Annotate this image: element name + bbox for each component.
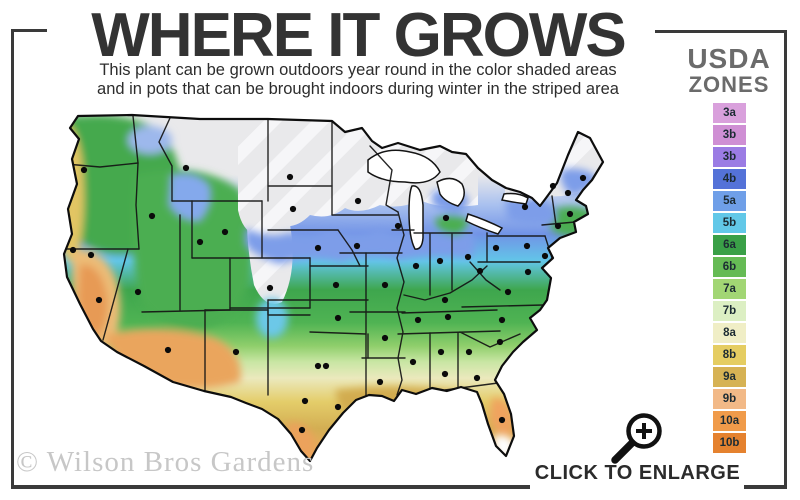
- subtitle-line-1: This plant can be grown outdoors year ro…: [99, 61, 617, 79]
- city-dot: [492, 244, 500, 252]
- city-dot: [381, 281, 389, 289]
- zone-swatch-10a: 10a: [713, 411, 746, 431]
- legend-title: USDA ZONES: [659, 44, 799, 96]
- city-dot: [164, 346, 172, 354]
- zone-swatch-3b: 3b: [713, 125, 746, 145]
- city-dot: [473, 374, 481, 382]
- city-dot: [579, 174, 587, 182]
- city-dot: [441, 296, 449, 304]
- city-dot: [436, 257, 444, 265]
- usda-zones-legend: 3a 3b 3b 4b 5a 5b 6a 6b 7a 7b 8a 8b 9a 9b 10a 10b: [713, 103, 746, 455]
- city-dot: [376, 378, 384, 386]
- city-dot: [69, 246, 77, 254]
- city-dot: [334, 403, 342, 411]
- city-dot: [232, 348, 240, 356]
- city-dot: [523, 242, 531, 250]
- city-dot: [182, 164, 190, 172]
- zone-swatch-3a: 3a: [713, 103, 746, 123]
- zone-swatch-8a: 8a: [713, 323, 746, 343]
- legend-title-usda: USDA: [687, 43, 771, 74]
- city-dot: [298, 426, 306, 434]
- city-dots-layer: [69, 164, 587, 434]
- city-dot: [353, 242, 361, 250]
- frame-top-left-dash: [11, 29, 47, 32]
- city-dot: [301, 397, 309, 405]
- city-dot: [322, 362, 330, 370]
- city-dot: [148, 212, 156, 220]
- great-lakes: [367, 149, 529, 250]
- city-dot: [437, 348, 445, 356]
- city-dot: [566, 210, 574, 218]
- city-dot: [332, 281, 340, 289]
- zone-swatch-9a: 9a: [713, 367, 746, 387]
- city-dot: [221, 228, 229, 236]
- zone-swatch-8b: 8b: [713, 345, 746, 365]
- zone-swatch-7a: 7a: [713, 279, 746, 299]
- zone-swatch-5a: 5a: [713, 191, 746, 211]
- magnifier-plus-icon[interactable]: [600, 406, 670, 468]
- legend-title-zones: ZONES: [688, 72, 770, 97]
- click-to-enlarge-label: CLICK TO ENLARGE: [534, 462, 741, 484]
- city-dot: [87, 251, 95, 259]
- zone-swatch-5b: 5b: [713, 213, 746, 233]
- city-dot: [409, 358, 417, 366]
- zone-swatch-9b: 9b: [713, 389, 746, 409]
- zone-swatch-7b: 7b: [713, 301, 746, 321]
- subtitle-line-2: and in pots that can be brought indoors …: [97, 80, 619, 98]
- city-dot: [441, 370, 449, 378]
- city-dot: [476, 267, 484, 275]
- frame-right-border: [784, 30, 787, 489]
- zone-swatch-4b: 4b: [713, 169, 746, 189]
- us-outline: [62, 113, 605, 463]
- zone-swatch-6b: 6b: [713, 257, 746, 277]
- city-dot: [524, 268, 532, 276]
- subtitle: This plant can be grown outdoors year ro…: [0, 61, 716, 99]
- city-dot: [314, 244, 322, 252]
- zone-swatch-6a: 6a: [713, 235, 746, 255]
- frame-bottom-right-border: [744, 485, 787, 489]
- frame-top-right-border: [655, 30, 787, 33]
- city-dot: [334, 314, 342, 322]
- city-dot: [549, 182, 557, 190]
- click-to-enlarge-button[interactable]: CLICK TO ENLARGE: [530, 408, 745, 488]
- city-dot: [498, 316, 506, 324]
- frame-bottom-left-border: [11, 485, 530, 489]
- watermark: © Wilson Bros Gardens: [16, 446, 315, 478]
- city-dot: [266, 284, 274, 292]
- city-dot: [496, 338, 504, 346]
- state-borders: [64, 115, 576, 401]
- city-dot: [541, 252, 549, 260]
- city-dot: [521, 203, 529, 211]
- city-dot: [354, 197, 362, 205]
- city-dot: [134, 288, 142, 296]
- city-dot: [465, 348, 473, 356]
- city-dot: [289, 205, 297, 213]
- city-dot: [498, 416, 506, 424]
- city-dot: [394, 222, 402, 230]
- city-dot: [412, 262, 420, 270]
- city-dot: [414, 316, 422, 324]
- city-dot: [554, 222, 562, 230]
- city-dot: [95, 296, 103, 304]
- city-dot: [464, 253, 472, 261]
- city-dot: [314, 362, 322, 370]
- city-dot: [504, 288, 512, 296]
- city-dot: [564, 189, 572, 197]
- city-dot: [80, 166, 88, 174]
- frame-left-border: [11, 29, 14, 488]
- zone-swatch-3b: 3b: [713, 147, 746, 167]
- city-dot: [442, 214, 450, 222]
- zone-swatch-10b: 10b: [713, 433, 746, 453]
- city-dot: [286, 173, 294, 181]
- page-title: WHERE IT GROWS: [91, 1, 626, 70]
- city-dot: [381, 334, 389, 342]
- city-dot: [196, 238, 204, 246]
- city-dot: [444, 313, 452, 321]
